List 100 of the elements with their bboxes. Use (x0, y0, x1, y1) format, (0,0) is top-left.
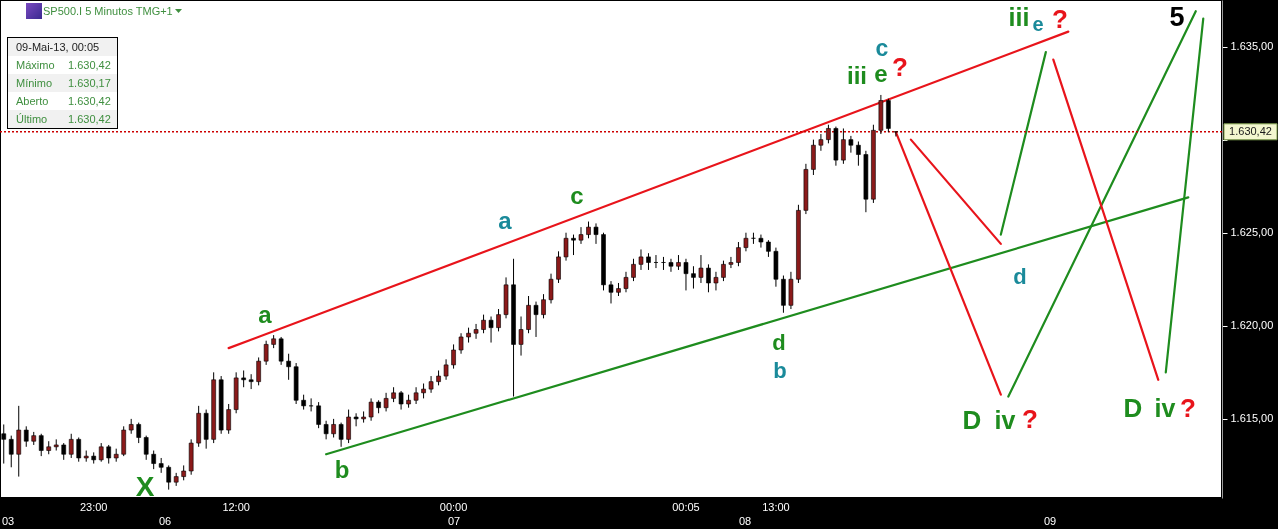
candlestick (151, 450, 156, 470)
annotation: a (498, 207, 512, 234)
candlestick (736, 241, 741, 267)
annotation: iii (846, 62, 868, 89)
candlestick (98, 442, 104, 463)
candlestick (286, 353, 291, 381)
annotation: iv (1154, 393, 1176, 422)
candlestick (826, 124, 831, 144)
candlestick (818, 133, 824, 152)
annotation: ? (1052, 4, 1068, 34)
candlestick (533, 301, 539, 338)
annotation: Último (16, 112, 49, 127)
annotation: c (570, 182, 584, 209)
candlestick (728, 256, 734, 269)
text: 06 (158, 514, 172, 527)
x-tick-label: 00:00 (439, 500, 468, 513)
candlestick (683, 258, 689, 291)
annotation: 1.630,42 (68, 58, 111, 73)
x-tick-label: 23:00 (79, 500, 108, 513)
candlestick (563, 232, 569, 262)
candlestick (638, 248, 644, 271)
text: 09 (1043, 514, 1057, 527)
candlestick (743, 232, 749, 252)
candlestick (856, 140, 861, 167)
annotation: Mínimo (16, 76, 54, 91)
candlestick (76, 437, 82, 463)
candlestick (263, 340, 269, 366)
candlestick (278, 336, 284, 366)
candlestick (608, 280, 614, 304)
candlestick (68, 433, 74, 459)
annotation: 5 (1169, 1, 1185, 32)
annotation: b (334, 456, 350, 483)
annotation: d (1013, 264, 1027, 289)
annotation: D (962, 405, 982, 435)
candlestick (841, 127, 846, 165)
annotation: Aberto (16, 94, 50, 109)
candlestick (556, 250, 561, 284)
candlestick (106, 444, 112, 465)
annotation: 1.630,17 (68, 76, 111, 91)
candlestick (698, 254, 704, 284)
annotation: iii (1008, 2, 1030, 31)
candlestick (458, 332, 464, 355)
candlestick (248, 373, 254, 390)
annotation: D (1123, 393, 1143, 423)
candlestick (578, 226, 584, 245)
candlestick (38, 433, 44, 457)
annotation: c (875, 34, 889, 61)
candlestick (541, 293, 546, 319)
candlestick (473, 323, 479, 340)
annotation: ? (1180, 393, 1196, 423)
candlestick (23, 425, 29, 448)
candlestick (443, 358, 449, 381)
annotation: d (772, 330, 786, 355)
annotation: iv (994, 405, 1016, 434)
text: 03 (1, 514, 15, 527)
candlestick (136, 422, 141, 444)
candlestick (668, 258, 674, 273)
candlestick (496, 308, 501, 332)
annotation: ? (892, 52, 908, 82)
candlestick (368, 397, 374, 422)
candlestick (166, 464, 171, 491)
candlestick (758, 234, 764, 249)
y-tick-label: 1.635,00 (1230, 40, 1274, 53)
annotation: ? (1022, 404, 1038, 434)
candlestick (593, 222, 599, 245)
candlestick (713, 271, 719, 291)
candlestick (8, 435, 14, 468)
annotation: b (773, 358, 787, 383)
ref-line-label: 1.630,42 (1229, 124, 1272, 137)
candlestick (143, 435, 149, 461)
candlestick (346, 409, 351, 444)
candlestick (623, 271, 629, 293)
candlestick (488, 315, 494, 344)
candlestick (706, 263, 711, 293)
candlestick (338, 422, 344, 448)
candlestick (323, 420, 329, 440)
candlestick (383, 392, 389, 412)
candlestick (848, 135, 854, 154)
candlestick (398, 390, 404, 411)
annotation: 1.630,42 (68, 112, 111, 127)
y-tick-label: 1.615,00 (1230, 412, 1274, 425)
candlestick (631, 258, 636, 282)
text: 08 (738, 514, 752, 527)
x-tick-label: 13:00 (762, 500, 790, 513)
candlestick (226, 403, 231, 435)
candlestick (428, 375, 434, 394)
annotation: 1.630,42 (68, 94, 111, 109)
candlestick (331, 418, 336, 438)
annotation: 09-Mai-13, 00:05 (16, 40, 100, 55)
candlestick (691, 265, 696, 290)
candlestick (451, 343, 456, 370)
x-tick-label: 12:00 (222, 500, 250, 513)
x-tick-label: 00:05 (672, 500, 700, 513)
candlestick (481, 314, 486, 334)
candlestick (571, 234, 576, 256)
candlestick (413, 386, 419, 405)
y-tick-label: 1.620,00 (1230, 319, 1274, 332)
annotation: e (874, 59, 888, 87)
text: 07 (447, 514, 461, 527)
annotation: Máximo (16, 58, 56, 73)
